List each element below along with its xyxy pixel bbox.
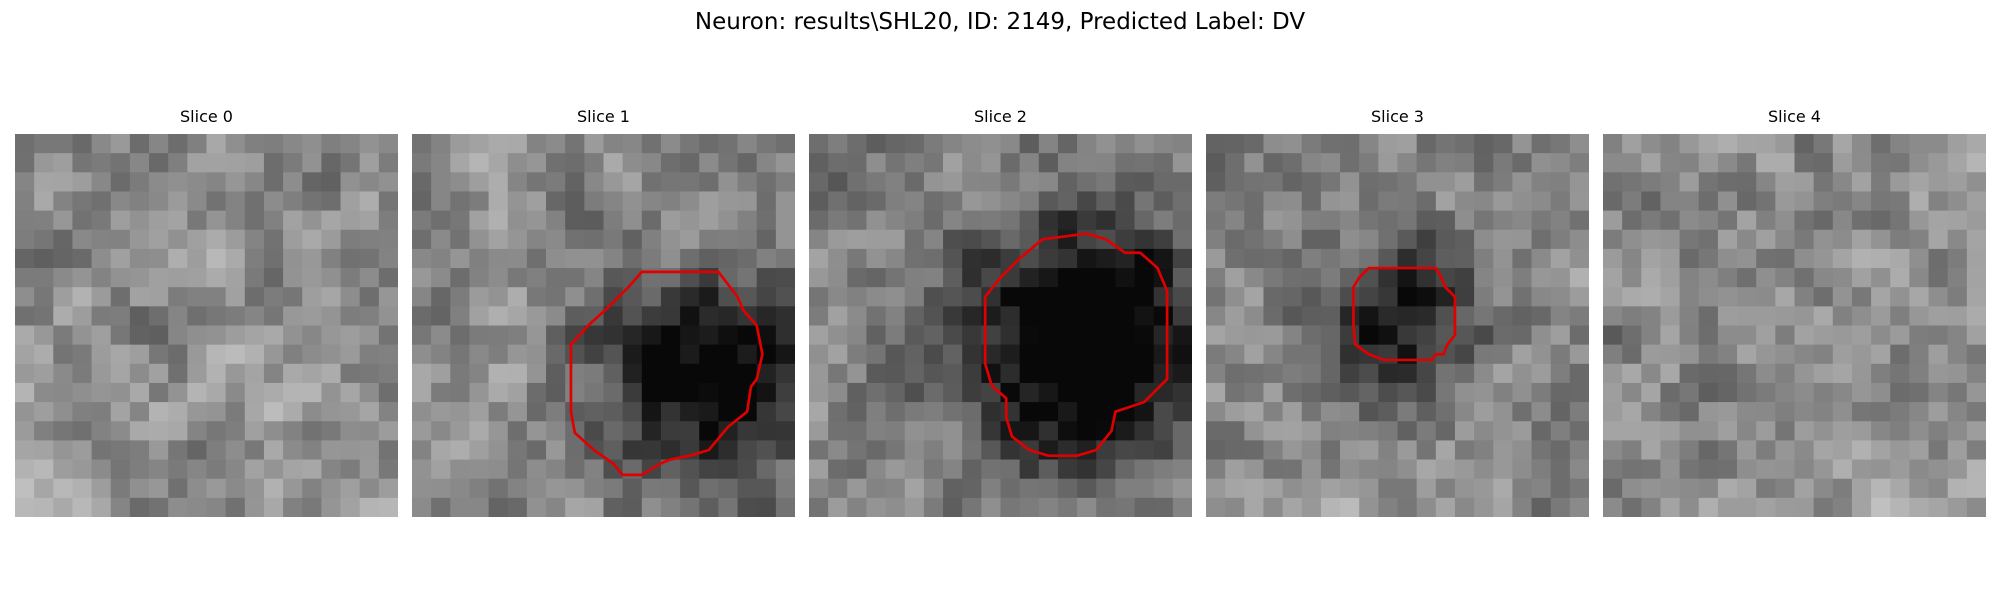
pixel-grid <box>809 134 1192 517</box>
pixel-grid <box>15 134 398 517</box>
pixel-grid <box>1206 134 1589 517</box>
slice-image <box>809 134 1192 517</box>
slice-image <box>1603 134 1986 517</box>
slice-title: Slice 0 <box>180 107 233 126</box>
slice-image <box>15 134 398 517</box>
slice-image <box>1206 134 1589 517</box>
pixel-grid <box>1603 134 1986 517</box>
slice-title: Slice 2 <box>974 107 1027 126</box>
slice-image <box>412 134 795 517</box>
figure-title: Neuron: results\SHL20, ID: 2149, Predict… <box>694 9 1306 35</box>
pixel-grid <box>412 134 795 517</box>
slice-title: Slice 3 <box>1371 107 1424 126</box>
roi-contour <box>1352 266 1457 362</box>
slice-title: Slice 4 <box>1768 107 1821 126</box>
roi-contour <box>983 232 1169 458</box>
slice-title: Slice 1 <box>577 107 630 126</box>
roi-contour <box>569 270 764 477</box>
